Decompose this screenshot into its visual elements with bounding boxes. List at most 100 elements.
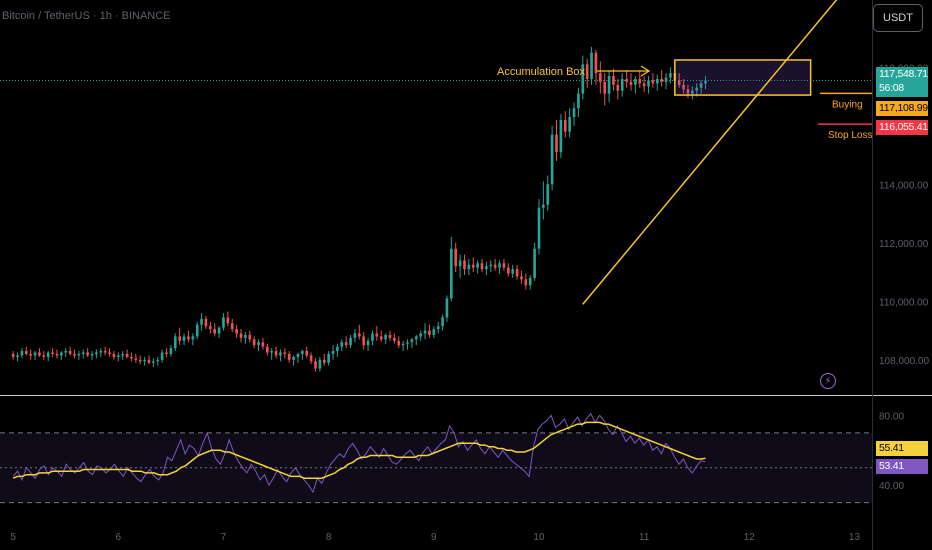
buying-label: Buying [832,99,863,110]
candle-body [366,340,370,346]
candle-body [331,351,335,354]
candle-body [498,263,501,268]
candle-body [143,359,146,362]
candle-body [29,353,32,356]
candle-body [559,119,563,153]
candle-body [585,64,589,79]
candle-body [599,73,602,82]
candle-body [572,108,576,118]
time-axis-tick-label: 11 [639,532,650,543]
candle-body [358,333,361,337]
candle-body [95,352,98,354]
candle-body [73,353,76,356]
time-axis-tick-label: 13 [849,532,861,543]
candle-body [112,353,116,357]
candle-body [581,64,585,94]
price-axis-tick-label: 110,000.00 [879,297,929,308]
candle-body [467,264,471,270]
candle-body [327,353,330,363]
candle-body [677,80,681,85]
candle-body [287,353,291,360]
candle-body [550,134,554,185]
candle-body [542,204,545,208]
accumulation-arrowhead [640,65,651,77]
accumulation-box [674,59,812,96]
candle-body [397,340,401,346]
candle-body [209,326,212,330]
candle-body [436,326,440,330]
candle-body [450,248,453,299]
candle-body [489,264,493,267]
candle-body [11,353,15,357]
candle-body [187,336,190,340]
candle-body [651,80,655,84]
candle-body [384,334,387,340]
candle-body [60,352,63,356]
rsi-line [12,412,706,494]
candle-body [182,336,186,341]
candle-body [537,207,541,249]
candle-body [414,336,418,340]
candle-body [235,329,238,334]
currency-button[interactable]: USDT [873,4,923,32]
candle-body [292,356,295,360]
candle-body [603,81,607,94]
time-axis-tick-label: 12 [744,532,756,543]
candle-body [90,353,94,356]
candle-body [314,361,317,369]
candle-body [476,263,479,268]
candle-body [669,73,672,78]
symbol-title: Bitcoin / TetherUS · 1h · BINANCE [2,10,171,22]
candle-body [86,352,89,356]
candle-body [634,78,637,85]
candle-body [173,336,177,349]
candle-body [375,333,379,337]
time-axis-tick-label: 5 [10,532,16,543]
candle-body [165,352,168,354]
candle-body [217,327,221,334]
time-axis-tick-label: 7 [221,532,227,543]
candle-body [200,318,203,325]
time-axis-tick-label: 8 [326,532,332,543]
candle-body [322,359,326,363]
price-axis-tick-label: 112,000.00 [879,239,929,250]
candle-body [64,351,68,353]
candle-body [226,317,230,324]
candle-body [563,119,567,132]
candle-body [296,353,300,357]
rsi-value-tag: 53.41 [876,459,928,474]
candle-body [349,337,352,346]
last-price-tag: 117,548.71 56:08 [876,67,928,97]
candle-body [244,334,247,338]
stop-loss-label: Stop Loss [828,130,872,141]
candle-body [362,336,366,346]
candle-body [156,359,160,362]
lightning-icon[interactable]: ⚡︎ [820,373,836,389]
candle-body [655,78,659,84]
candle-body [533,248,536,278]
candle-body [152,361,155,363]
candle-body [401,343,405,346]
price-axis-tick-label: 114,000.00 [879,180,929,191]
candle-body [520,276,523,280]
candle-body [620,78,624,91]
candle-body [590,52,593,79]
candle-body [660,78,663,82]
candle-body [485,266,488,270]
candle-body [134,358,138,360]
candle-body [515,269,519,277]
candle-body [38,352,41,356]
candle-body [502,263,506,268]
candle-body [178,336,181,341]
bar-countdown: 56:08 [879,82,904,94]
candle-body [130,356,133,359]
candle-body [340,342,344,347]
candle-body [252,339,256,346]
candle-body [204,318,208,327]
candle-body [568,117,571,132]
candle-body [493,264,497,268]
candle-body [222,317,225,328]
rsi-axis-tick-label: 40.00 [879,481,904,492]
candle-body [441,317,444,327]
